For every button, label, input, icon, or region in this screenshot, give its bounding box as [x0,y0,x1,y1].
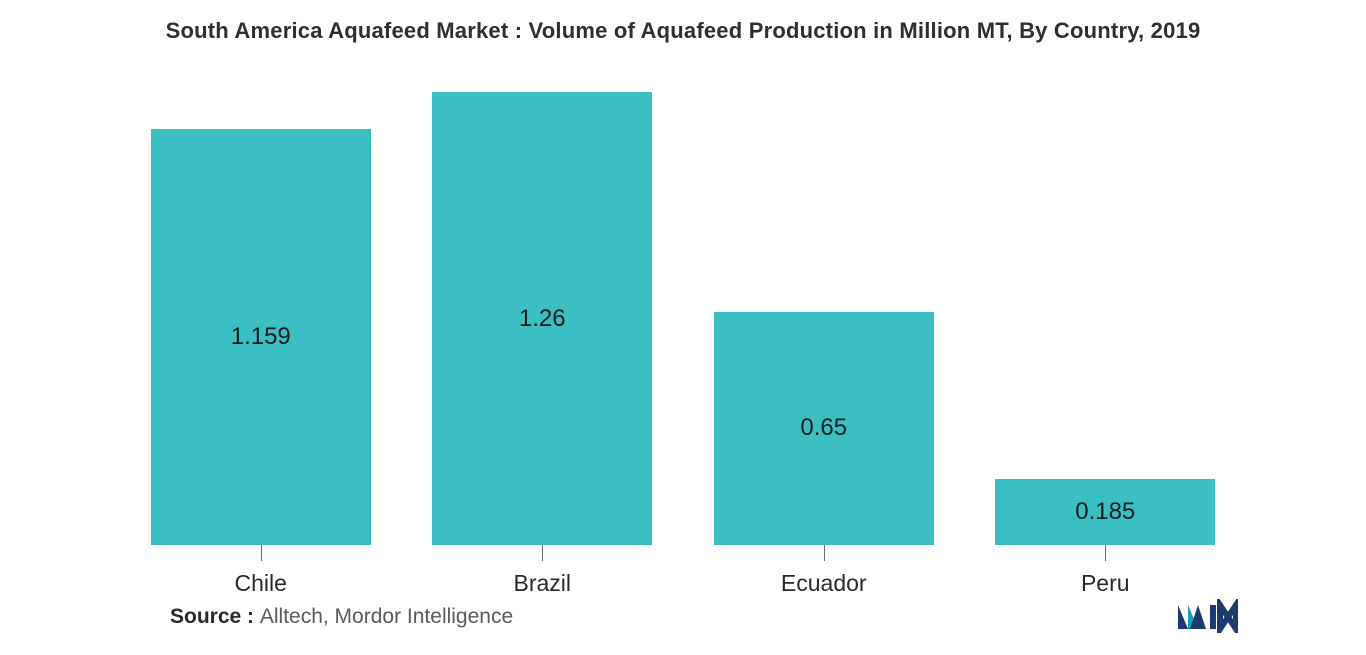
source-attribution: Source : Alltech, Mordor Intelligence [170,605,513,629]
axis-tick [1105,545,1106,561]
axis-tick [261,545,262,561]
x-category-label: Brazil [402,570,684,597]
bar-slot: 1.159 Chile [120,78,402,545]
bar-value-label: 0.185 [1075,498,1135,526]
bar-value-label: 1.159 [231,323,291,351]
bar-value-label: 0.65 [800,414,847,442]
bar-slot: 0.65 Ecuador [683,78,965,545]
bar-brazil: 1.26 [432,92,652,545]
source-prefix: Source : [170,605,260,628]
bar-peru: 0.185 [995,479,1215,545]
bar-ecuador: 0.65 [714,312,934,546]
axis-tick [824,545,825,561]
axis-tick [542,545,543,561]
x-category-label: Chile [120,570,402,597]
source-text: Alltech, Mordor Intelligence [260,605,513,628]
bar-slot: 1.26 Brazil [402,78,684,545]
chart-container: South America Aquafeed Market : Volume o… [0,0,1366,655]
bar-chile: 1.159 [151,129,371,545]
plot-area: 1.159 Chile 1.26 Brazil 0.65 Ecuador 0.1… [120,78,1246,545]
bar-value-label: 1.26 [519,305,566,333]
chart-title: South America Aquafeed Market : Volume o… [0,0,1366,44]
x-category-label: Ecuador [683,570,965,597]
mordor-logo-icon [1176,599,1238,633]
bar-slot: 0.185 Peru [965,78,1247,545]
x-category-label: Peru [965,570,1247,597]
